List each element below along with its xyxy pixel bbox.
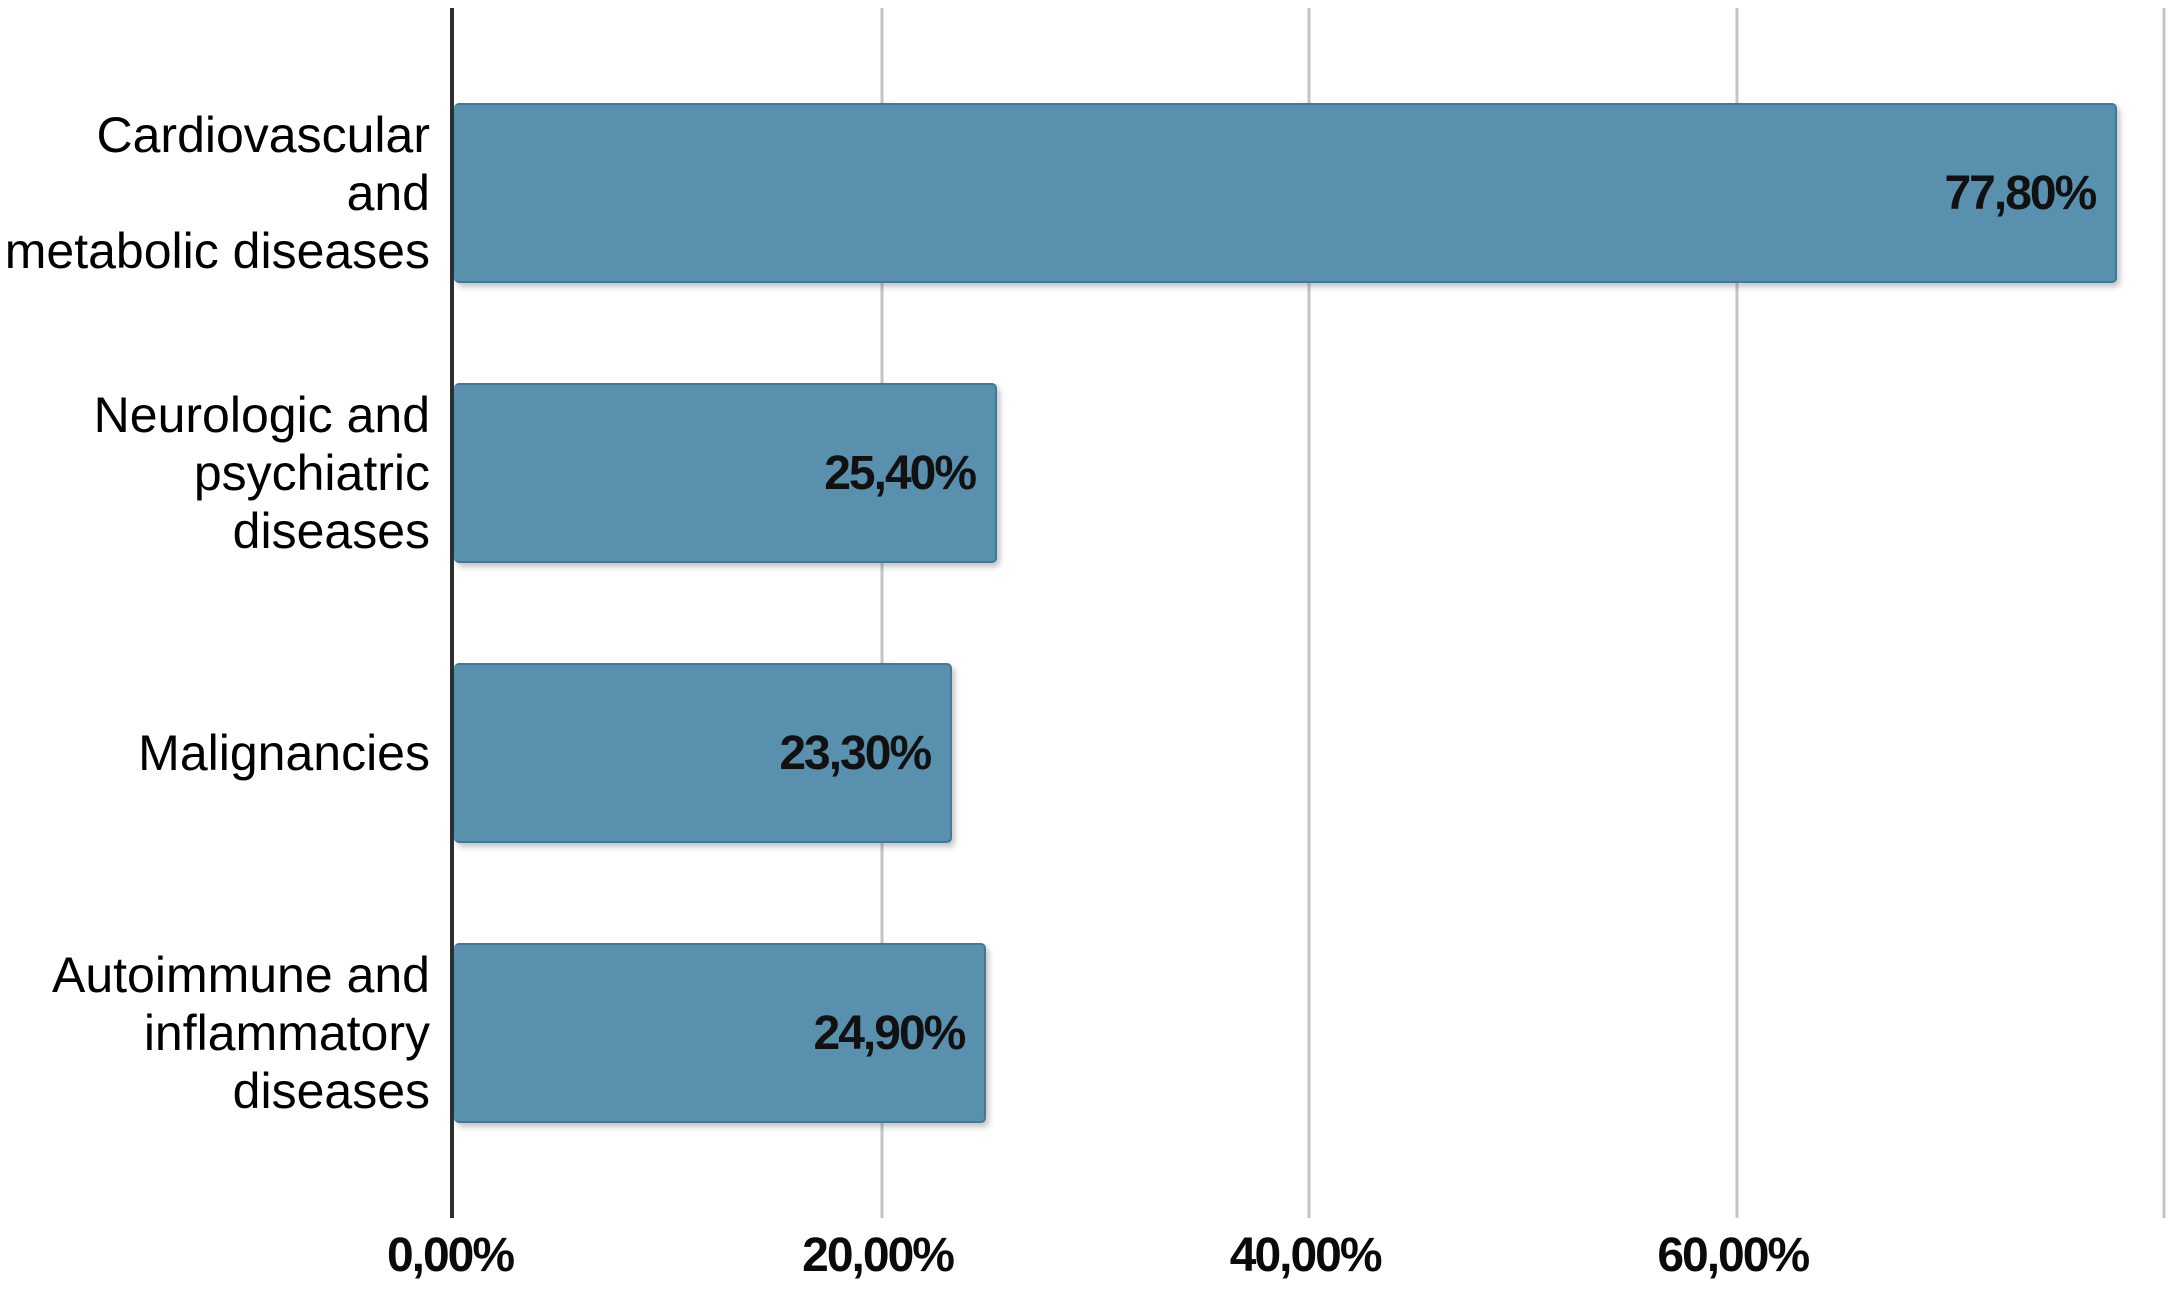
bar-value-label: 77,80% <box>1944 166 2097 220</box>
category-label-neurologic: Neurologic and psychiatric diseases <box>93 387 430 559</box>
bar-malignancies: 23,30% <box>454 663 953 843</box>
x-tick-20: 20,00% <box>802 1229 955 1282</box>
bar-value-label: 23,30% <box>779 726 932 780</box>
bar-autoimmune: 24,90% <box>454 943 987 1123</box>
gridline-80 <box>2162 8 2166 1218</box>
x-tick-0: 0,00% <box>386 1229 515 1282</box>
gridline-40 <box>1307 8 1311 1218</box>
gridline-20 <box>880 8 884 1218</box>
category-label-cardiovascular: Cardiovascular and metabolic diseases <box>4 107 430 279</box>
x-axis: 0,00% 20,00% 40,00% 60,00% <box>387 1228 2171 1298</box>
bar-value-label: 24,90% <box>813 1006 967 1060</box>
gridline-60 <box>1735 8 1739 1218</box>
category-label-autoimmune: Autoimmune and inflammatory diseases <box>51 947 430 1119</box>
x-tick-60: 60,00% <box>1657 1229 1810 1282</box>
bar-neurologic: 25,40% <box>454 383 998 563</box>
bar-cardiovascular: 77,80% <box>454 103 2118 283</box>
bar-value-label: 25,40% <box>824 446 977 500</box>
x-tick-40: 40,00% <box>1229 1229 1383 1282</box>
category-label-malignancies: Malignancies <box>138 725 430 781</box>
plot-area: 77,80% 25,40% 23,30% 24,90% <box>450 8 2175 1218</box>
